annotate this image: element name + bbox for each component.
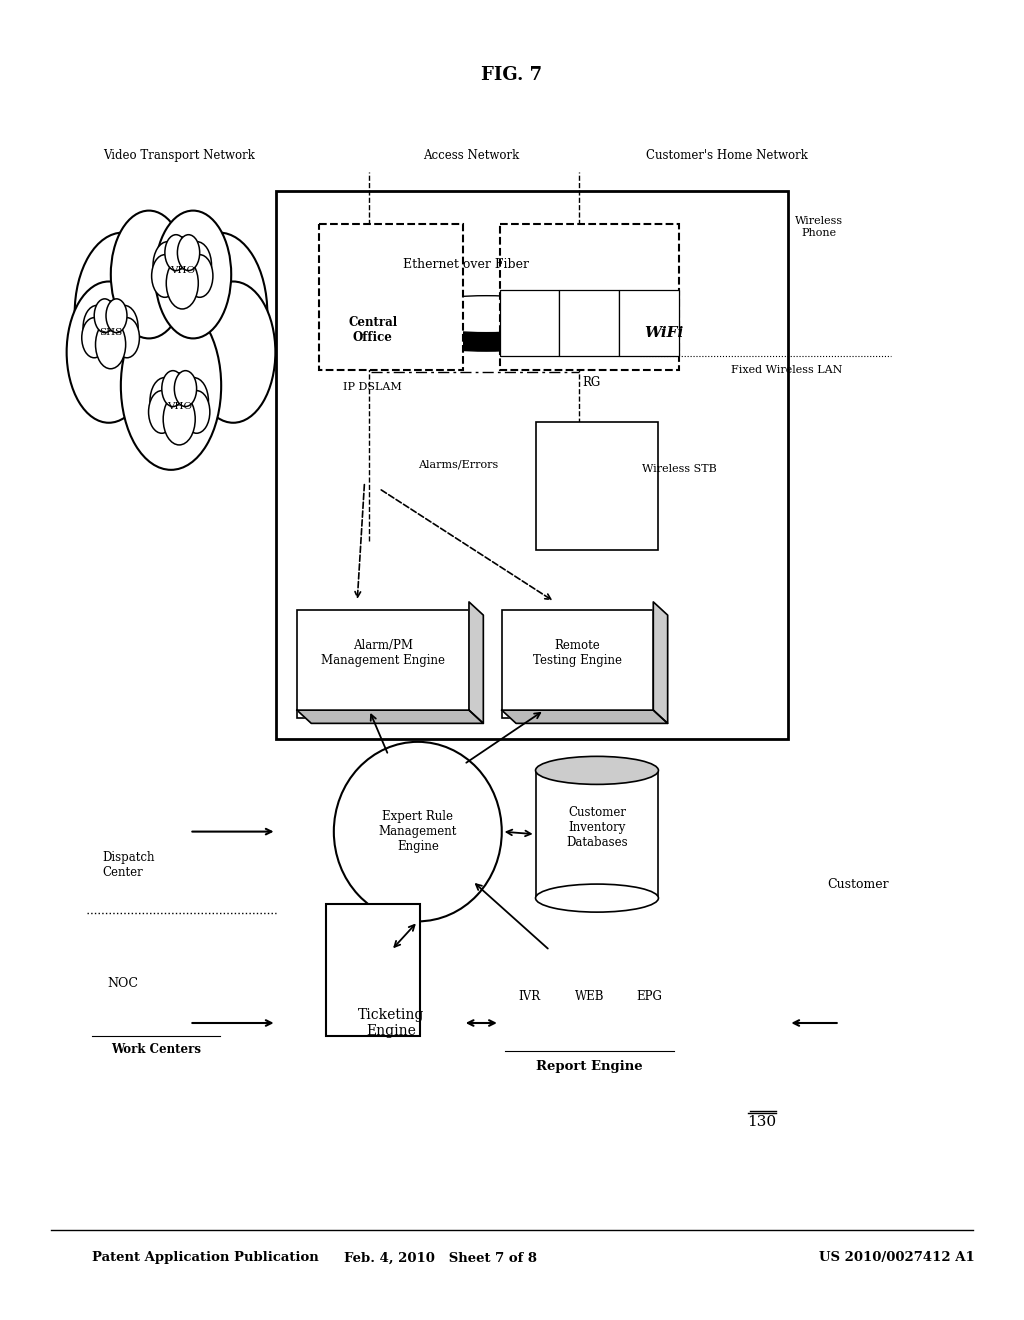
Text: US 2010/0027412 A1: US 2010/0027412 A1: [819, 1251, 975, 1265]
Text: Dispatch
Center: Dispatch Center: [102, 850, 155, 879]
Text: Wireless
Phone: Wireless Phone: [796, 216, 843, 238]
Text: Alarms/Errors: Alarms/Errors: [418, 459, 498, 470]
Text: Access Network: Access Network: [423, 149, 519, 162]
Text: Work Centers: Work Centers: [111, 1043, 201, 1056]
Text: RG: RG: [583, 376, 601, 389]
Ellipse shape: [115, 318, 139, 358]
Ellipse shape: [191, 281, 275, 422]
Polygon shape: [653, 602, 668, 723]
Text: Report Engine: Report Engine: [536, 1060, 643, 1073]
Ellipse shape: [166, 257, 199, 309]
Bar: [500, 290, 559, 356]
Text: Ethernet over Fiber: Ethernet over Fiber: [402, 257, 529, 271]
Bar: [559, 290, 620, 356]
Ellipse shape: [186, 255, 213, 297]
Ellipse shape: [152, 255, 178, 297]
Bar: [276, 191, 788, 739]
Ellipse shape: [155, 211, 231, 338]
Text: EPG: EPG: [636, 990, 662, 1003]
Text: Customer's Home Network: Customer's Home Network: [646, 149, 808, 162]
Text: 130: 130: [748, 1115, 776, 1130]
Ellipse shape: [109, 239, 233, 447]
Ellipse shape: [163, 393, 196, 445]
Ellipse shape: [179, 378, 209, 425]
Ellipse shape: [536, 884, 658, 912]
Text: Alarm/PM
Management Engine: Alarm/PM Management Engine: [321, 639, 445, 668]
Text: Feb. 4, 2010   Sheet 7 of 8: Feb. 4, 2010 Sheet 7 of 8: [344, 1251, 537, 1265]
Text: Customer: Customer: [827, 878, 889, 891]
Ellipse shape: [153, 242, 182, 289]
Text: Expert Rule
Management
Engine: Expert Rule Management Engine: [379, 810, 457, 853]
Bar: [500, 224, 679, 370]
Bar: [319, 224, 463, 370]
Ellipse shape: [182, 242, 212, 289]
Bar: [536, 422, 658, 549]
Ellipse shape: [94, 298, 115, 333]
Ellipse shape: [111, 305, 138, 350]
Ellipse shape: [75, 232, 171, 395]
Text: Customer
Inventory
Databases: Customer Inventory Databases: [566, 807, 628, 849]
Bar: [297, 610, 469, 718]
Text: Patent Application Publication: Patent Application Publication: [92, 1251, 318, 1265]
Text: WEB: WEB: [574, 990, 604, 1003]
Bar: [326, 904, 420, 1036]
Ellipse shape: [177, 235, 200, 271]
Ellipse shape: [162, 236, 203, 304]
Bar: [502, 610, 653, 718]
Text: Fixed Wireless LAN: Fixed Wireless LAN: [731, 364, 842, 375]
Text: Video Transport Network: Video Transport Network: [103, 149, 255, 162]
Polygon shape: [502, 710, 668, 723]
Text: Central
Office: Central Office: [348, 315, 397, 345]
Text: FIG. 7: FIG. 7: [481, 66, 543, 84]
Bar: [620, 290, 679, 356]
Ellipse shape: [121, 302, 221, 470]
Ellipse shape: [396, 314, 575, 351]
Ellipse shape: [148, 391, 175, 433]
Text: VHO: VHO: [170, 267, 195, 275]
Ellipse shape: [82, 318, 106, 358]
Text: NOC: NOC: [108, 977, 138, 990]
Text: IVR: IVR: [518, 990, 541, 1003]
Ellipse shape: [159, 374, 200, 441]
Ellipse shape: [536, 756, 658, 784]
Ellipse shape: [165, 235, 187, 271]
Text: WiFi: WiFi: [644, 326, 683, 339]
Text: Wireless STB: Wireless STB: [642, 463, 716, 474]
Ellipse shape: [106, 298, 127, 333]
Ellipse shape: [396, 296, 575, 333]
Ellipse shape: [67, 281, 151, 422]
Ellipse shape: [334, 742, 502, 921]
Text: Remote
Testing Engine: Remote Testing Engine: [534, 639, 622, 668]
Text: Ticketing
Engine: Ticketing Engine: [358, 1008, 424, 1038]
Ellipse shape: [91, 301, 130, 364]
Ellipse shape: [162, 371, 184, 407]
Polygon shape: [297, 710, 483, 723]
Ellipse shape: [95, 321, 126, 368]
Ellipse shape: [111, 211, 187, 338]
Text: IP DSLAM: IP DSLAM: [343, 381, 402, 392]
Ellipse shape: [171, 232, 267, 395]
Ellipse shape: [174, 371, 197, 407]
Ellipse shape: [150, 378, 179, 425]
Text: VHO: VHO: [167, 403, 191, 411]
Text: SHS: SHS: [99, 329, 122, 337]
Ellipse shape: [183, 391, 210, 433]
Polygon shape: [469, 602, 483, 723]
Ellipse shape: [83, 305, 111, 350]
